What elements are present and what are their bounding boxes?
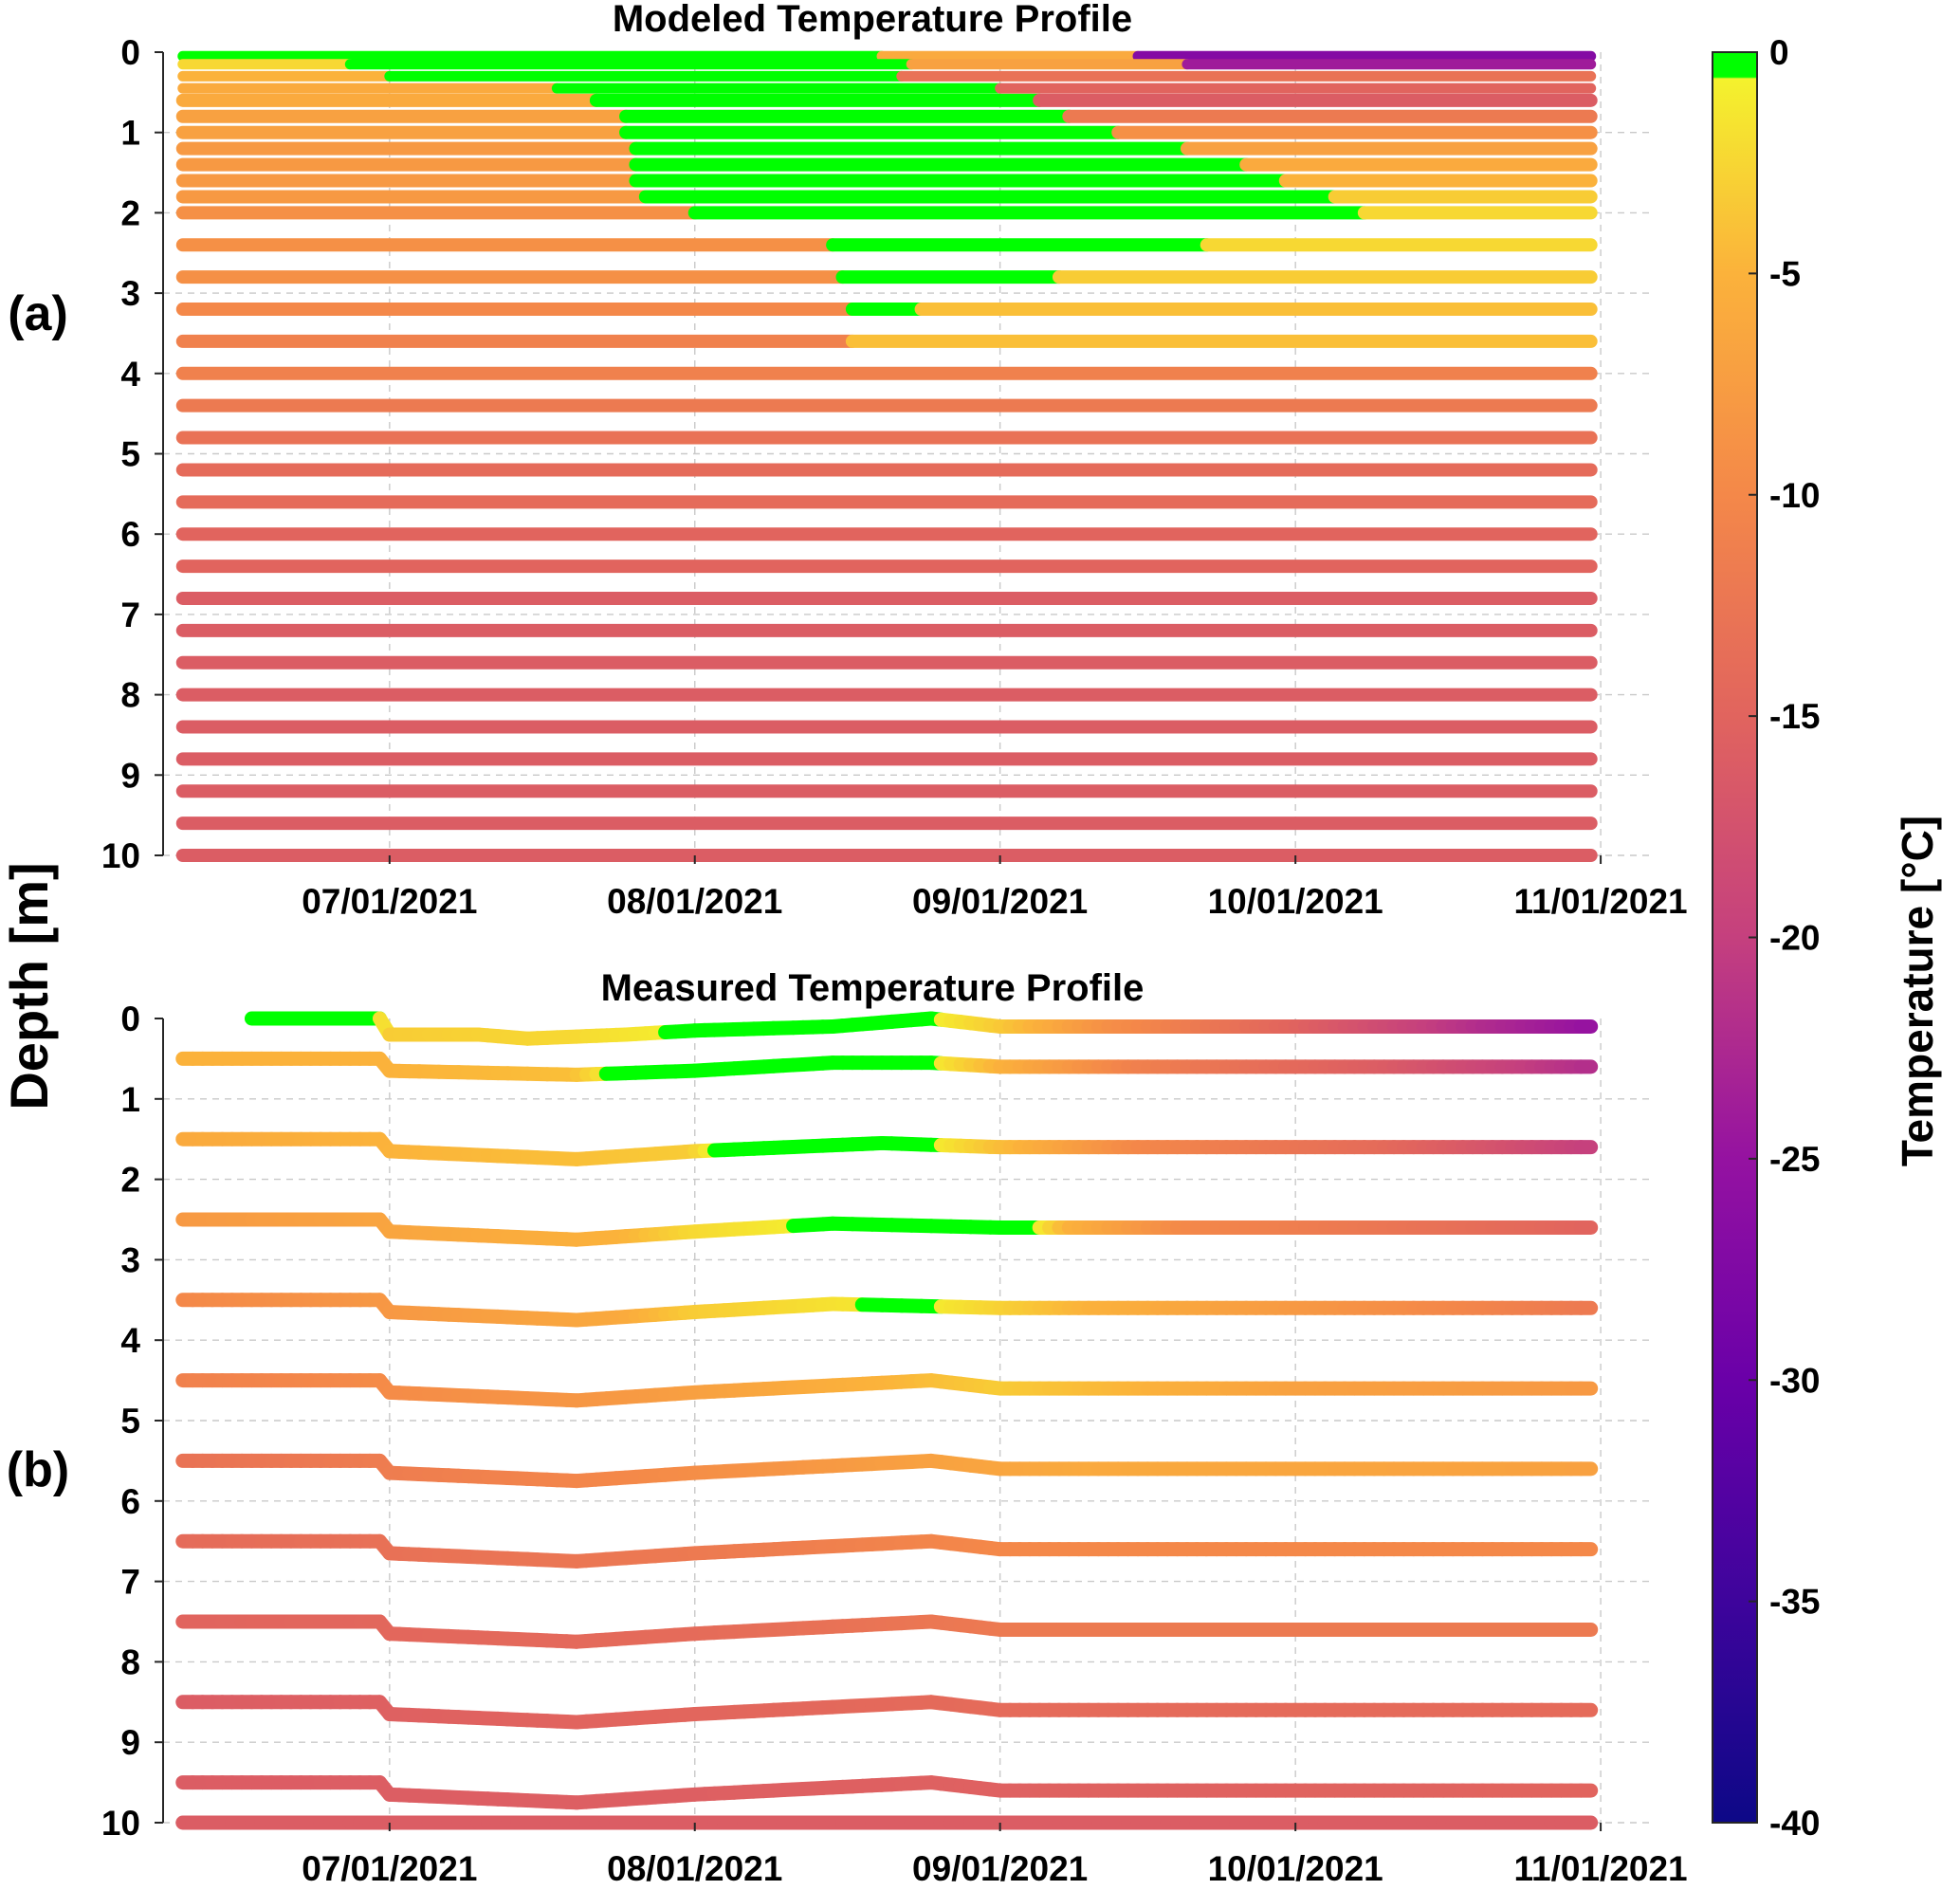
y-tick-label: 2: [120, 193, 140, 232]
colorbar-tick-label: -25: [1769, 1140, 1820, 1179]
x-tick-label: 11/01/2021: [1514, 1849, 1688, 1888]
y-tick-label: 1: [120, 1080, 140, 1119]
measured-depth-8.5m: [175, 1695, 1599, 1730]
measured-depth-9.5m: [175, 1775, 1599, 1810]
measured-depth-0.5m: [175, 1051, 1599, 1082]
measured-depth-2.5m: [175, 1212, 1599, 1247]
x-tick-label: 07/01/2021: [302, 1849, 477, 1888]
measured-depth-4.5m: [175, 1373, 1599, 1408]
x-tick-label: 08/01/2021: [607, 1849, 782, 1888]
colorbar-ticks: 0 -5 -10 -15 -20 -25 -30 -35 -40: [1749, 33, 1820, 1843]
panel-b: (b) Measured Temperature Profile 0 1 2 3 4 5 6…: [7, 967, 1688, 1888]
measured-depth-7.5m: [175, 1614, 1599, 1649]
measured-depth-0m: [244, 1011, 1599, 1046]
colorbar-tick-label: -30: [1769, 1361, 1820, 1400]
y-tick-label: 9: [120, 756, 140, 795]
measured-depth-1.5m: [175, 1131, 1599, 1166]
panel-a-title: Modeled Temperature Profile: [613, 0, 1132, 40]
panel-a: (a) Modeled Temperature Profile 0 1 2 3 4 5 6 7…: [8, 0, 1687, 921]
x-tick-label: 09/01/2021: [912, 882, 1088, 921]
y-tick-label: 3: [120, 1240, 140, 1279]
panel-a-x-tick-labels: 07/01/2021 08/01/2021 09/01/2021 10/01/2021…: [302, 855, 1688, 921]
colorbar-tick-label: -10: [1769, 476, 1820, 515]
panel-b-grid: [163, 1018, 1650, 1824]
panel-b-label: (b): [7, 1442, 69, 1497]
y-tick-label: 4: [120, 355, 140, 394]
panel-a-label: (a): [8, 286, 68, 341]
y-tick-label: 10: [101, 1804, 140, 1843]
y-tick-label: 6: [120, 515, 140, 554]
x-tick-label: 08/01/2021: [607, 882, 782, 921]
y-tick-label: 3: [120, 274, 140, 313]
y-tick-label: 8: [120, 1642, 140, 1681]
panel-a-y-tick-labels: 0 1 2 3 4 5 6 7 8 9 10: [101, 33, 163, 875]
colorbar-tick-label: -35: [1769, 1583, 1820, 1622]
y-tick-label: 9: [120, 1723, 140, 1762]
y-tick-label: 1: [120, 114, 140, 153]
panel-b-x-tick-labels: 07/01/2021 08/01/2021 09/01/2021 10/01/2021…: [302, 1823, 1688, 1888]
x-tick-label: 10/01/2021: [1208, 882, 1383, 921]
y-tick-label: 5: [120, 1402, 140, 1440]
y-axis-label: Depth [m]: [0, 862, 59, 1110]
y-tick-label: 7: [120, 1563, 140, 1602]
panel-b-plot-area: [175, 1011, 1599, 1830]
colorbar: 0 -5 -10 -15 -20 -25 -30 -35 -40 Temperature [°C…: [1712, 33, 1942, 1843]
colorbar-tick-label: -20: [1769, 919, 1820, 958]
measured-depth-5.5m: [175, 1453, 1599, 1489]
colorbar-tick-label: -5: [1769, 254, 1801, 293]
x-tick-label: 09/01/2021: [912, 1849, 1088, 1888]
panel-b-title: Measured Temperature Profile: [601, 967, 1145, 1009]
y-tick-label: 0: [120, 1000, 140, 1038]
y-tick-label: 2: [120, 1161, 140, 1200]
y-tick-label: 8: [120, 676, 140, 715]
measured-depth-6.5m: [175, 1533, 1599, 1569]
y-tick-label: 7: [120, 596, 140, 634]
y-tick-label: 10: [101, 836, 140, 875]
y-tick-label: 6: [120, 1482, 140, 1521]
x-tick-label: 10/01/2021: [1208, 1849, 1383, 1888]
x-tick-label: 07/01/2021: [302, 882, 477, 921]
colorbar-label: Temperature [°C]: [1893, 816, 1942, 1166]
y-tick-label: 4: [120, 1321, 140, 1360]
panel-a-plot-area: [175, 50, 1598, 862]
colorbar-tick-label: -15: [1769, 697, 1820, 736]
measured-depth-3.5m: [175, 1293, 1599, 1328]
panel-a-grid: [163, 52, 1650, 856]
panel-b-y-tick-labels: 0 1 2 3 4 5 6 7 8 9 10: [101, 1000, 163, 1843]
colorbar-tick-label: 0: [1769, 33, 1789, 72]
colorbar-tick-label: -40: [1769, 1804, 1820, 1843]
x-tick-label: 11/01/2021: [1514, 882, 1688, 921]
y-tick-label: 5: [120, 435, 140, 474]
y-tick-label: 0: [120, 33, 140, 72]
